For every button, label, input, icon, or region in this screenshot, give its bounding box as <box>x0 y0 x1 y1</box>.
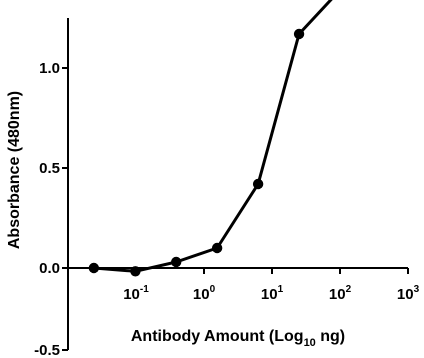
x-axis: 10-1 100 101 102 103 <box>66 266 420 303</box>
data-point <box>88 262 100 274</box>
x-tick-label: 101 <box>261 284 284 303</box>
data-point <box>130 266 141 277</box>
y-axis: 1.51.00.50.0-0.5 <box>34 18 70 358</box>
x-tick-label: 100 <box>193 284 216 303</box>
data-series-line <box>92 0 333 273</box>
x-tick-label: 102 <box>329 284 352 303</box>
x-tick-label: 10-1 <box>123 284 149 303</box>
y-tick-label: -0.5 <box>34 342 60 358</box>
data-point <box>293 28 305 40</box>
x-tick-label: 103 <box>397 284 420 303</box>
y-tick-label: 0.5 <box>39 160 60 177</box>
y-tick-label: 0.0 <box>39 260 60 277</box>
data-point <box>211 242 223 254</box>
series <box>88 0 333 277</box>
y-axis-label: Absorbance (480nm) <box>6 91 23 249</box>
data-point <box>252 178 264 190</box>
y-tick-label: 1.0 <box>39 60 60 77</box>
x-axis-label: Antibody Amount (Log10 ng) <box>131 328 345 349</box>
data-point <box>170 256 182 268</box>
